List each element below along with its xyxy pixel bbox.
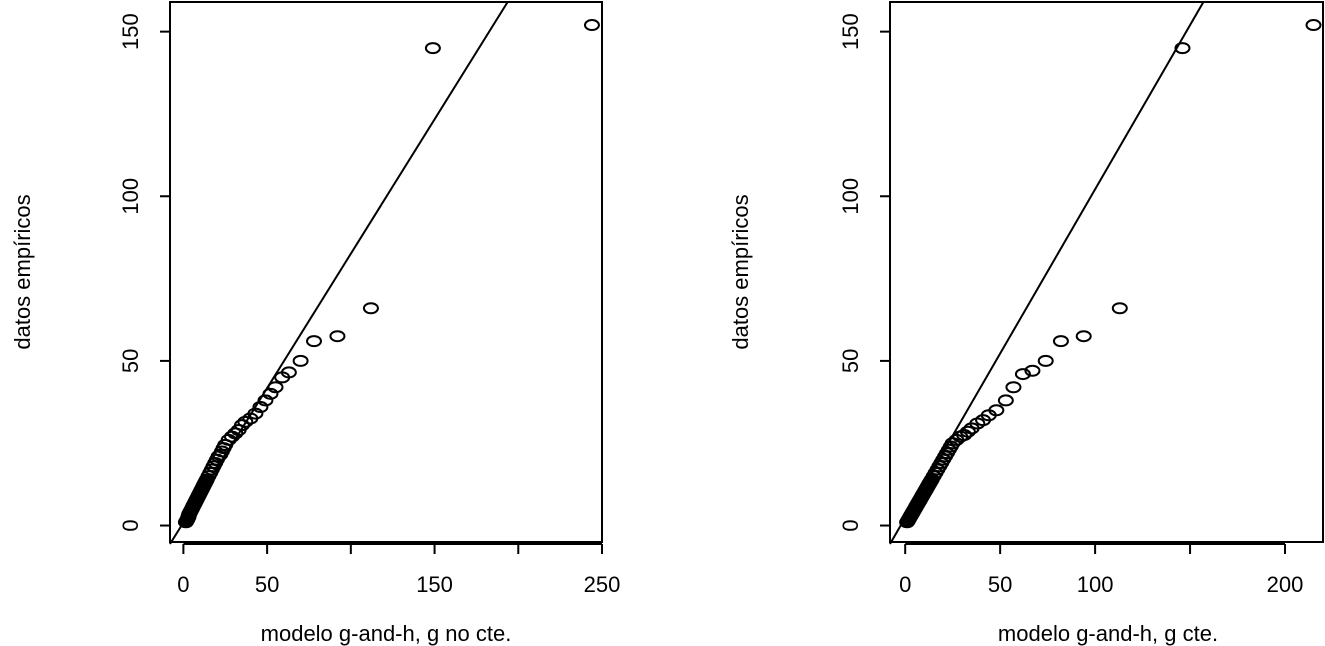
x-tick-label: 0 <box>177 572 189 597</box>
x-tick-label: 150 <box>416 572 453 597</box>
data-point <box>257 394 274 407</box>
y-axis-title: datos empíricos <box>728 194 753 349</box>
data-point <box>1014 368 1031 381</box>
data-point <box>1174 42 1191 55</box>
x-tick-label: 100 <box>1077 572 1114 597</box>
data-point <box>424 42 441 55</box>
y-axis: 0 50 100 150 <box>118 13 171 532</box>
data-point <box>1075 330 1092 343</box>
data-point <box>959 425 976 438</box>
data-point <box>237 415 254 428</box>
data-point <box>1037 354 1054 367</box>
x-axis: 0 50 150 250 <box>177 543 621 597</box>
x-tick-label: 0 <box>899 572 911 597</box>
plot-frame <box>169 1 603 543</box>
data-point <box>988 404 1005 417</box>
y-tick-label: 100 <box>838 178 863 215</box>
data-point <box>1005 381 1022 394</box>
y-tick-label: 50 <box>118 349 143 373</box>
data-point <box>262 387 279 400</box>
data-point <box>292 354 309 367</box>
y-axis-title: datos empíricos <box>10 194 35 349</box>
data-point <box>306 335 322 348</box>
data-point <box>583 19 600 32</box>
y-tick-label: 100 <box>118 178 143 215</box>
plot-frame <box>889 1 1324 543</box>
scatter-panel-left: 0 50 150 250 0 50 100 150 modelo g-and-h, g no… <box>10 1 621 646</box>
y-tick-label: 150 <box>118 13 143 50</box>
y-tick-label: 50 <box>838 349 863 373</box>
x-tick-label: 50 <box>988 572 1012 597</box>
scatter-panel-right: 0 50 100 200 0 50 100 150 modelo g-and-h, g ct… <box>728 1 1324 646</box>
data-point <box>1052 335 1069 348</box>
data-points <box>177 19 600 529</box>
data-point <box>329 330 346 343</box>
data-points <box>899 19 1322 529</box>
reference-line <box>169 1 509 545</box>
data-point <box>280 366 297 379</box>
x-axis: 0 50 100 200 <box>899 543 1304 597</box>
data-point <box>267 381 284 394</box>
y-tick-label: 0 <box>118 519 143 531</box>
data-point <box>1024 364 1041 377</box>
x-axis-title: modelo g-and-h, g no cte. <box>261 621 512 646</box>
x-axis-title: modelo g-and-h, g cte. <box>998 621 1218 646</box>
reference-line <box>889 1 1205 545</box>
data-point <box>252 401 269 413</box>
data-point <box>362 302 379 315</box>
x-tick-label: 200 <box>1267 572 1304 597</box>
y-tick-label: 150 <box>838 13 863 50</box>
data-point <box>1111 302 1128 315</box>
y-tick-label: 0 <box>838 519 863 531</box>
data-point <box>997 394 1014 407</box>
data-point <box>1305 19 1322 32</box>
y-axis: 0 50 100 150 <box>838 13 891 532</box>
data-point <box>247 407 264 420</box>
x-tick-label: 250 <box>584 572 621 597</box>
x-tick-label: 50 <box>255 572 279 597</box>
